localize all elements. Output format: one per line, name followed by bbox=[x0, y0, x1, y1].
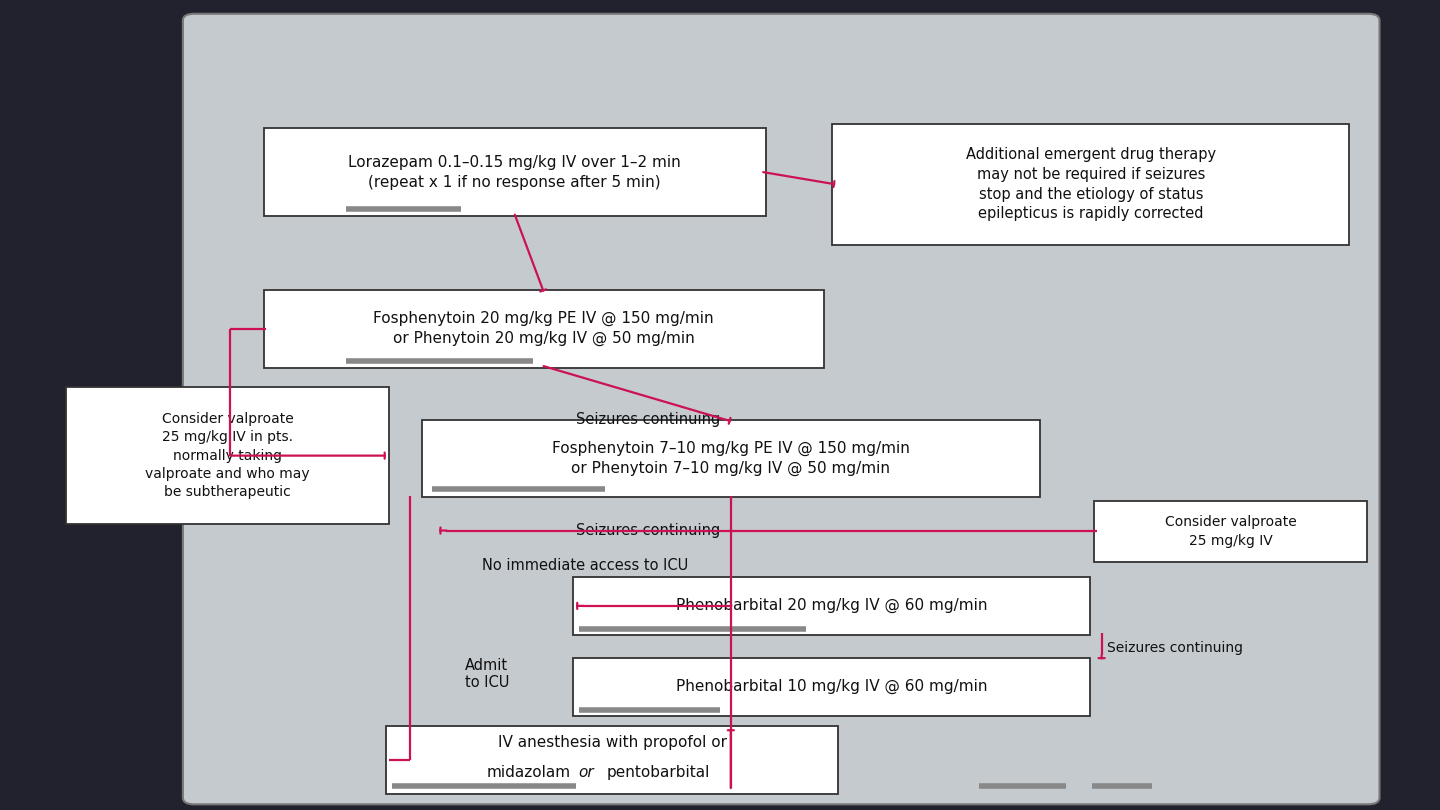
FancyBboxPatch shape bbox=[573, 577, 1090, 635]
Text: Lorazepam 0.1–0.15 mg/kg IV over 1–2 min
(repeat x 1 if no response after 5 min): Lorazepam 0.1–0.15 mg/kg IV over 1–2 min… bbox=[348, 155, 681, 190]
FancyBboxPatch shape bbox=[1094, 501, 1367, 562]
Text: Fosphenytoin 20 mg/kg PE IV @ 150 mg/min
or Phenytoin 20 mg/kg IV @ 50 mg/min: Fosphenytoin 20 mg/kg PE IV @ 150 mg/min… bbox=[373, 311, 714, 347]
Text: Seizures continuing: Seizures continuing bbox=[576, 412, 720, 427]
FancyBboxPatch shape bbox=[422, 420, 1040, 497]
Text: midazolam: midazolam bbox=[487, 765, 570, 780]
Text: Seizures continuing: Seizures continuing bbox=[576, 523, 720, 538]
Text: Consider valproate
25 mg/kg IV: Consider valproate 25 mg/kg IV bbox=[1165, 515, 1296, 548]
FancyBboxPatch shape bbox=[832, 124, 1349, 245]
Text: No immediate access to ICU: No immediate access to ICU bbox=[482, 558, 688, 573]
Text: Phenobarbital 10 mg/kg IV @ 60 mg/min: Phenobarbital 10 mg/kg IV @ 60 mg/min bbox=[675, 680, 988, 694]
Text: Fosphenytoin 7–10 mg/kg PE IV @ 150 mg/min
or Phenytoin 7–10 mg/kg IV @ 50 mg/mi: Fosphenytoin 7–10 mg/kg PE IV @ 150 mg/m… bbox=[552, 441, 910, 476]
Text: Admit
to ICU: Admit to ICU bbox=[465, 658, 508, 690]
FancyBboxPatch shape bbox=[183, 14, 1380, 804]
Text: or: or bbox=[579, 765, 593, 780]
FancyBboxPatch shape bbox=[264, 290, 824, 368]
FancyBboxPatch shape bbox=[264, 128, 766, 216]
FancyBboxPatch shape bbox=[573, 658, 1090, 716]
Text: Phenobarbital 20 mg/kg IV @ 60 mg/min: Phenobarbital 20 mg/kg IV @ 60 mg/min bbox=[675, 599, 988, 613]
Text: Consider valproate
25 mg/kg IV in pts.
normally taking
valproate and who may
be : Consider valproate 25 mg/kg IV in pts. n… bbox=[145, 411, 310, 500]
Text: Seizures continuing: Seizures continuing bbox=[1107, 641, 1243, 655]
Text: Additional emergent drug therapy
may not be required if seizures
stop and the et: Additional emergent drug therapy may not… bbox=[966, 147, 1215, 221]
Text: pentobarbital: pentobarbital bbox=[606, 765, 710, 780]
FancyBboxPatch shape bbox=[66, 387, 389, 524]
Text: IV anesthesia with propofol or: IV anesthesia with propofol or bbox=[497, 735, 727, 750]
FancyBboxPatch shape bbox=[386, 726, 838, 794]
